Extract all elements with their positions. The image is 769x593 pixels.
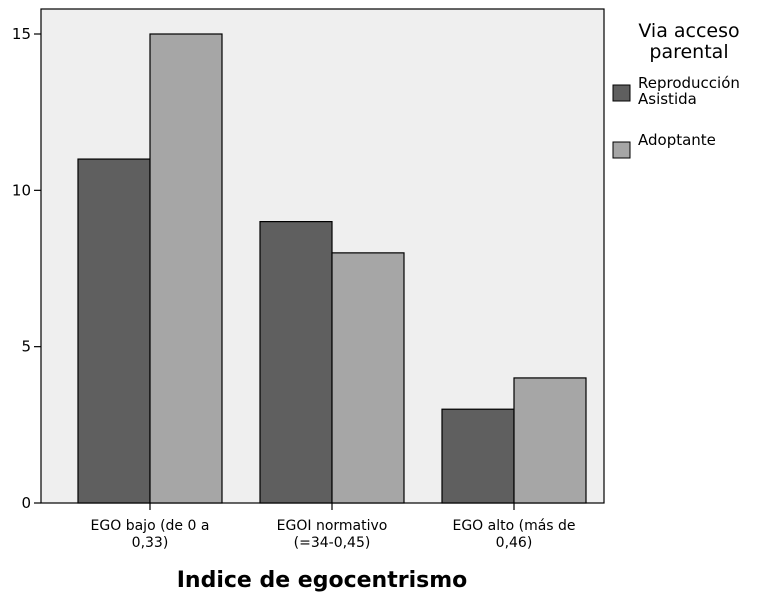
y-tick-label-1: 5: [21, 338, 31, 356]
x-axis: EGO bajo (de 0 a0,33) EGOI normativo(=34-…: [91, 503, 576, 551]
bar-series1-cat0: [149, 33, 223, 504]
x-category-label-2-line-1: 0,46): [496, 535, 533, 551]
x-category-label-0-line-1: 0,33): [132, 535, 169, 551]
y-tick-label-0: 0: [21, 494, 31, 512]
bar-series0-cat0: [77, 158, 151, 504]
bar-series1-cat1: [331, 252, 405, 504]
legend-label-0-line-1: Asistida: [638, 90, 697, 108]
legend-swatch-1: [612, 141, 631, 159]
x-axis-title: Indice de egocentrismo: [177, 568, 468, 593]
y-tick-label-2: 10: [12, 181, 31, 199]
legend-label-0-line-0: Reproducción: [638, 74, 740, 92]
legend-label-1-line-0: Adoptante: [638, 131, 716, 149]
bar-series0-cat2: [441, 408, 515, 504]
bars-layer: [77, 33, 587, 504]
legend-title-line-0: Via acceso: [638, 20, 739, 42]
x-category-label-1-line-0: EGOI normativo: [277, 518, 388, 534]
x-category-label-2-line-0: EGO alto (más de: [452, 518, 575, 534]
bar-series1-cat2: [513, 377, 587, 504]
y-axis: 0 5 10 15: [12, 25, 41, 512]
x-category-label-1-line-1: (=34-0,45): [294, 535, 371, 551]
legend-swatch-0: [612, 84, 631, 102]
legend-title-line-1: parental: [649, 41, 728, 63]
bar-series0-cat1: [259, 221, 333, 504]
x-category-label-0-line-0: EGO bajo (de 0 a: [91, 518, 210, 534]
y-tick-label-3: 15: [12, 25, 31, 43]
